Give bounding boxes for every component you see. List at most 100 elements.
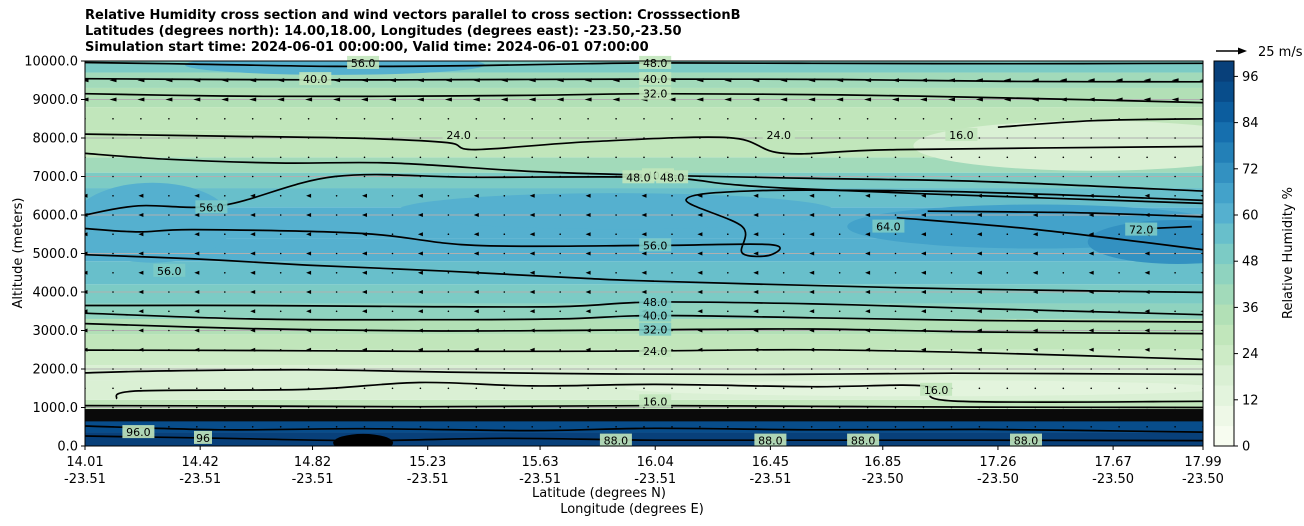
wind-vector	[391, 349, 394, 351]
wind-vector	[279, 329, 282, 332]
wind-vector	[1006, 175, 1009, 178]
wind-vector	[1118, 387, 1120, 390]
colorbar-segment	[1214, 61, 1234, 82]
wind-vector	[168, 310, 170, 313]
wind-vector	[419, 175, 422, 178]
wind-vector	[782, 426, 785, 428]
wind-vector	[109, 97, 117, 102]
wind-vector	[1034, 118, 1037, 120]
wind-vector	[559, 349, 561, 351]
wind-vector	[1006, 214, 1009, 216]
wind-vector	[922, 368, 925, 370]
wind-vector	[138, 193, 144, 198]
wind-vector	[529, 232, 535, 237]
wind-vector	[585, 328, 591, 333]
wind-vector	[865, 213, 871, 217]
wind-vector	[224, 329, 226, 332]
wind-vector	[473, 193, 479, 198]
contour-label-bg	[872, 219, 905, 233]
wind-vector	[866, 368, 869, 370]
wind-vector	[224, 175, 226, 178]
wind-vector	[615, 137, 617, 139]
wind-vector	[391, 291, 394, 293]
wind-vector	[699, 156, 701, 159]
wind-vector	[475, 137, 478, 139]
wind-vector	[1200, 194, 1203, 197]
y-tick-label: 0.0	[57, 440, 78, 455]
wind-vector	[753, 328, 759, 333]
wind-vector	[809, 270, 815, 275]
wind-vector	[1088, 347, 1094, 352]
colorbar-segment	[1214, 202, 1234, 224]
wind-vector	[503, 349, 506, 351]
wind-vector	[391, 329, 394, 332]
wind-vector	[699, 368, 701, 370]
contour-label: 88.0	[851, 435, 876, 448]
wind-vector	[335, 195, 338, 197]
wind-vector	[1174, 291, 1176, 293]
wind-vector	[727, 214, 729, 216]
wind-vector	[335, 233, 338, 235]
wind-vector	[419, 387, 422, 390]
humidity-patch	[624, 380, 1203, 397]
wind-vector	[1118, 233, 1120, 235]
colorbar-segment	[1214, 263, 1234, 285]
wind-vector	[1146, 137, 1148, 139]
wind-vector	[866, 118, 869, 120]
wind-vector	[250, 290, 256, 294]
wind-vector	[1032, 193, 1038, 198]
wind-vector	[416, 78, 424, 83]
wind-vector	[865, 328, 871, 333]
contour-label: 48.0	[643, 57, 668, 70]
wind-vector	[1090, 137, 1092, 139]
wind-vector	[556, 78, 564, 83]
wind-vector	[1090, 406, 1092, 409]
wind-vector	[1200, 348, 1203, 351]
wind-vector	[279, 233, 282, 235]
colorbar-tick-label: 60	[1242, 209, 1259, 224]
wind-vector	[587, 406, 589, 409]
wind-vector	[556, 97, 564, 102]
colorbar-segment	[1214, 324, 1234, 346]
wind-vector	[921, 193, 926, 198]
wind-vector	[138, 309, 144, 314]
wind-vector	[727, 272, 729, 274]
wind-vector	[391, 310, 394, 313]
wind-vector	[250, 213, 256, 217]
wind-vector	[250, 193, 256, 198]
wind-vector	[921, 328, 926, 333]
wind-vector	[306, 251, 312, 256]
wind-vector	[894, 233, 897, 235]
wind-vector	[391, 252, 394, 255]
wind-vector	[950, 310, 953, 313]
wind-vector	[1199, 79, 1203, 82]
wind-vector	[531, 175, 533, 178]
wind-vector	[1088, 270, 1094, 275]
wind-vector	[559, 387, 561, 390]
wind-vector	[1118, 175, 1120, 178]
wind-vector	[138, 328, 144, 333]
contour-label-bg	[639, 55, 672, 69]
wind-vector	[335, 291, 338, 293]
wind-vector	[279, 214, 282, 216]
wind-vector	[671, 329, 673, 332]
wind-vector	[727, 137, 729, 139]
wind-vector	[168, 349, 170, 351]
wind-vector	[362, 213, 367, 217]
wind-vector	[559, 291, 561, 293]
wind-vector	[1006, 156, 1009, 159]
wind-vector	[224, 156, 226, 159]
wind-vector	[865, 251, 871, 256]
wind-vector	[1034, 387, 1037, 390]
wind-vector	[587, 156, 589, 159]
wind-vector	[447, 252, 450, 255]
wind-vector	[727, 291, 729, 293]
contour-label-bg	[920, 382, 953, 396]
wind-vector	[279, 310, 282, 313]
wind-vector	[587, 118, 589, 120]
wind-vector	[1032, 328, 1038, 333]
wind-vector	[391, 387, 394, 390]
wind-vector	[305, 97, 313, 102]
wind-vector	[140, 175, 142, 178]
wind-vector	[810, 137, 813, 139]
